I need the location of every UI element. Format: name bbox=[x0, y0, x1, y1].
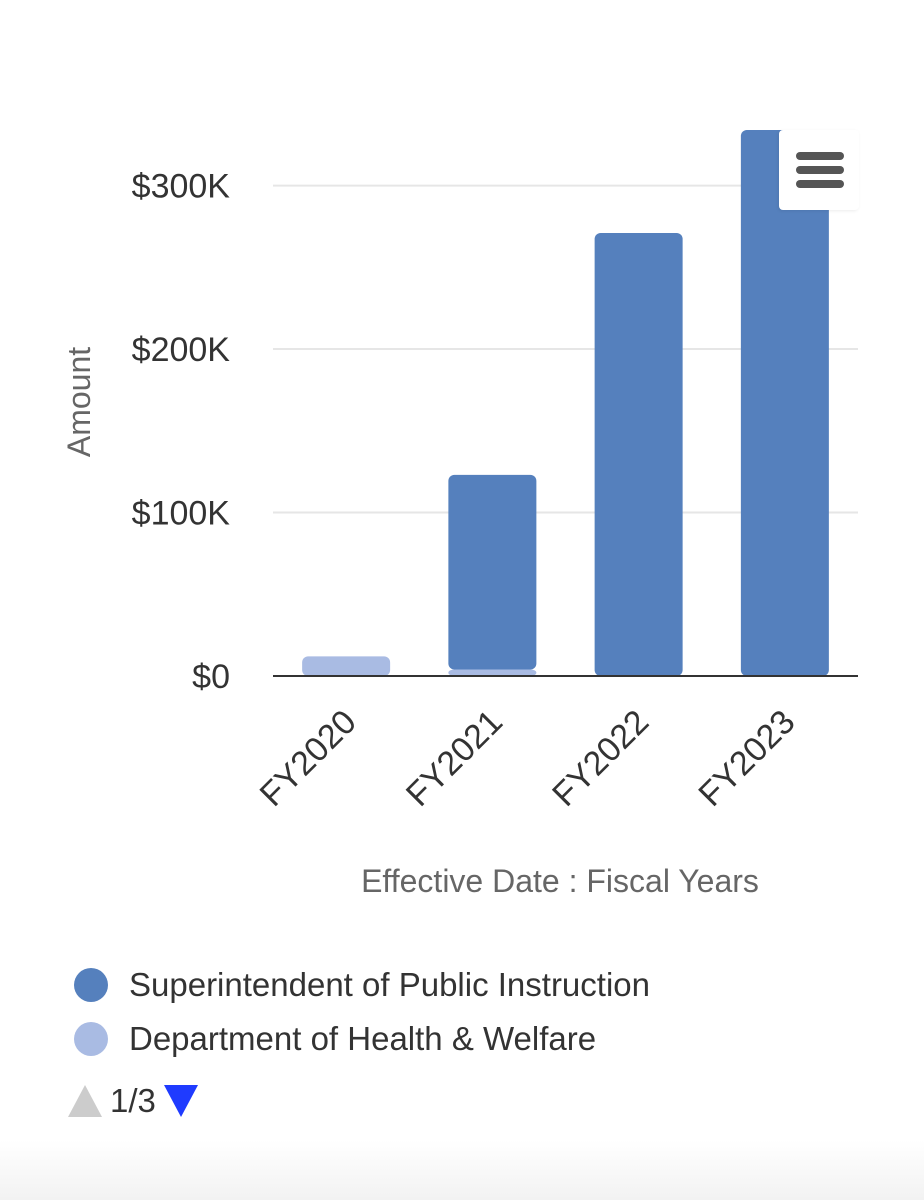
legend-marker bbox=[74, 968, 108, 1002]
y-axis-title: Amount bbox=[61, 347, 97, 457]
x-axis-title: Effective Date : Fiscal Years bbox=[361, 863, 759, 899]
legend-marker bbox=[74, 1022, 108, 1056]
x-tick-label: FY2021 bbox=[399, 703, 510, 814]
bar-fy2022-series-0[interactable] bbox=[594, 232, 683, 676]
legend-label: Department of Health & Welfare bbox=[129, 1020, 597, 1057]
y-axis-ticks: $0 $100K $200K $300K bbox=[132, 168, 231, 696]
x-axis-ticks: FY2020 FY2021 FY2022 FY2023 bbox=[253, 703, 803, 814]
y-tick-label: $200K bbox=[132, 331, 231, 369]
y-tick-label: $0 bbox=[192, 658, 230, 696]
y-tick-label: $300K bbox=[132, 168, 231, 206]
x-tick-label: FY2020 bbox=[253, 703, 364, 814]
x-tick-label: FY2022 bbox=[545, 703, 656, 814]
bar-fy2021-series-1[interactable] bbox=[448, 669, 537, 676]
bar-fy2023-series-0[interactable] bbox=[740, 130, 829, 676]
legend-item-health-welfare[interactable]: Department of Health & Welfare bbox=[74, 1012, 650, 1066]
legend: Superintendent of Public Instruction Dep… bbox=[74, 958, 650, 1066]
legend-item-superintendent[interactable]: Superintendent of Public Instruction bbox=[74, 958, 650, 1012]
bar-fy2021-series-0[interactable] bbox=[448, 474, 537, 670]
bar-fy2020-series-1[interactable] bbox=[302, 656, 391, 676]
y-tick-label: $100K bbox=[132, 495, 231, 533]
chart-menu-button[interactable] bbox=[779, 130, 859, 210]
legend-pager: 1/3 bbox=[68, 1080, 198, 1122]
bars bbox=[302, 130, 829, 676]
bottom-fade bbox=[0, 1140, 924, 1200]
pager-down-arrow-icon[interactable] bbox=[163, 1085, 198, 1117]
pager-up-arrow-icon bbox=[68, 1085, 102, 1117]
x-tick-label: FY2023 bbox=[691, 703, 802, 814]
legend-label: Superintendent of Public Instruction bbox=[129, 966, 650, 1003]
pager-text: 1/3 bbox=[110, 1082, 156, 1119]
